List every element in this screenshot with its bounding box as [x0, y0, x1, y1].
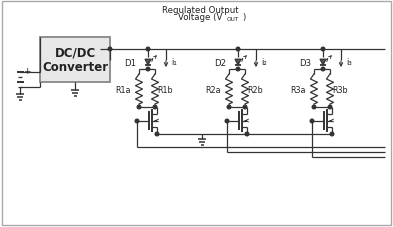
Circle shape	[153, 106, 157, 109]
Polygon shape	[320, 60, 326, 66]
Text: i₂: i₂	[261, 57, 267, 66]
Text: R3a: R3a	[290, 85, 306, 94]
Text: Converter: Converter	[42, 61, 108, 74]
Circle shape	[243, 106, 247, 109]
Circle shape	[236, 68, 240, 72]
Text: D2: D2	[214, 58, 226, 67]
Circle shape	[321, 68, 325, 72]
FancyBboxPatch shape	[40, 38, 110, 83]
Circle shape	[135, 120, 139, 123]
Text: Voltage (V: Voltage (V	[178, 12, 222, 21]
Circle shape	[245, 133, 249, 136]
Text: i₃: i₃	[346, 57, 352, 66]
Circle shape	[227, 106, 231, 109]
Circle shape	[330, 133, 334, 136]
Text: R1a: R1a	[116, 85, 131, 94]
Text: R1b: R1b	[157, 85, 173, 94]
Circle shape	[155, 133, 159, 136]
Circle shape	[321, 48, 325, 52]
Text: R2a: R2a	[206, 85, 221, 94]
Text: i₁: i₁	[171, 57, 177, 66]
Circle shape	[312, 106, 316, 109]
Text: R3b: R3b	[332, 85, 348, 94]
Text: DC/DC: DC/DC	[54, 46, 95, 59]
Circle shape	[146, 48, 150, 52]
Text: OUT: OUT	[227, 16, 239, 21]
Text: D1: D1	[124, 58, 136, 67]
Text: D3: D3	[299, 58, 311, 67]
Circle shape	[328, 106, 332, 109]
Text: ): )	[242, 12, 245, 21]
Circle shape	[225, 120, 229, 123]
Circle shape	[310, 120, 314, 123]
Polygon shape	[235, 60, 241, 66]
Polygon shape	[145, 60, 151, 66]
Text: +: +	[23, 66, 31, 75]
Circle shape	[108, 48, 112, 52]
Text: R2b: R2b	[247, 85, 263, 94]
Circle shape	[137, 106, 141, 109]
Circle shape	[236, 48, 240, 52]
Circle shape	[146, 68, 150, 72]
Text: Regulated Output: Regulated Output	[162, 5, 238, 15]
